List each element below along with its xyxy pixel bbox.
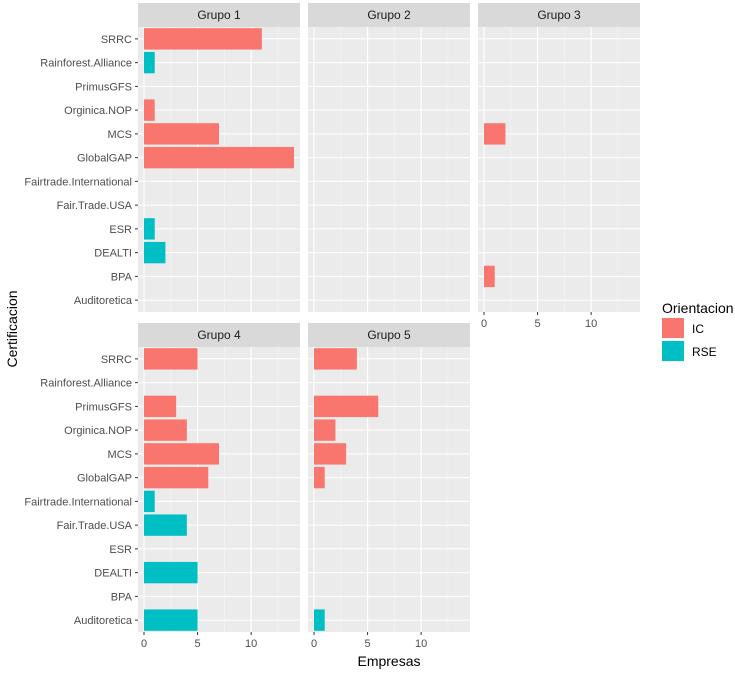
y-tick-label: Fairtrade.International bbox=[24, 176, 132, 188]
x-axis-title: Empresas bbox=[357, 653, 420, 669]
bar-mcs-ic bbox=[484, 123, 506, 145]
y-tick-label: BPA bbox=[111, 271, 133, 283]
y-tick-label: Fairtrade.International bbox=[24, 496, 132, 508]
y-tick-label: GlobalGAP bbox=[77, 153, 132, 165]
x-tick-label: 0 bbox=[481, 318, 487, 330]
bar-globalgap-ic bbox=[144, 146, 294, 169]
y-tick-label: Fair.Trade.USA bbox=[57, 200, 133, 212]
bar-srrc-ic bbox=[144, 28, 262, 50]
y-tick-label: Auditoretica bbox=[74, 295, 133, 307]
x-tick-label: 10 bbox=[585, 318, 597, 330]
legend-title: Orientacion bbox=[662, 300, 734, 316]
y-tick-label: DEALTI bbox=[94, 248, 132, 260]
panel-background bbox=[308, 347, 470, 632]
y-tick-label: Orginica.NOP bbox=[64, 105, 132, 117]
axes-layer: SRRC Rainforest.Alliance PrimusGFS Orginica… bbox=[24, 34, 597, 650]
bar-dealti-rse bbox=[144, 241, 166, 264]
bar-primusgfs-ic bbox=[144, 395, 177, 418]
y-tick-label: GlobalGAP bbox=[77, 473, 132, 485]
y-tick-label: Fair.Trade.USA bbox=[57, 520, 133, 532]
bar-globalgap-ic bbox=[314, 466, 325, 489]
panel-1: Grupo 1 bbox=[138, 3, 300, 312]
panel-title: Grupo 3 bbox=[537, 8, 581, 22]
bar-mcs-ic bbox=[144, 123, 219, 145]
panels-layer: Grupo 1 Grupo 2 Grupo 3 Grupo 4 Grupo 5 bbox=[138, 3, 640, 632]
x-tick-label: 5 bbox=[195, 638, 201, 650]
panel-title: Grupo 4 bbox=[197, 328, 241, 342]
panel-strip bbox=[138, 323, 300, 347]
panel-background bbox=[308, 27, 470, 312]
panel-background bbox=[138, 27, 300, 312]
y-tick-label: MCS bbox=[108, 129, 132, 141]
bar-mcs-ic bbox=[144, 443, 219, 465]
y-tick-label: ESR bbox=[109, 544, 132, 556]
bar-bpa-ic bbox=[484, 265, 495, 288]
bar-fair-trade-usa-rse bbox=[144, 514, 187, 536]
y-tick-label: PrimusGFS bbox=[75, 81, 132, 93]
x-tick-label: 0 bbox=[311, 638, 317, 650]
bar-dealti-rse bbox=[144, 561, 198, 584]
y-tick-label: SRRC bbox=[101, 354, 132, 366]
y-axis-title: Certificacion bbox=[4, 290, 20, 367]
bar-orginica-nop-ic bbox=[144, 99, 155, 121]
bar-rainforest-alliance-rse bbox=[144, 51, 155, 74]
y-tick-label: Orginica.NOP bbox=[64, 425, 132, 437]
legend-label-rse: RSE bbox=[692, 345, 717, 359]
bar-globalgap-ic bbox=[144, 466, 209, 489]
y-tick-label: Auditoretica bbox=[74, 615, 133, 627]
panel-title: Grupo 2 bbox=[367, 8, 411, 22]
y-tick-label: DEALTI bbox=[94, 568, 132, 580]
panel-strip bbox=[478, 3, 640, 27]
bar-orginica-nop-ic bbox=[144, 419, 187, 441]
panel-3: Grupo 3 bbox=[478, 3, 640, 312]
bar-srrc-ic bbox=[314, 348, 357, 370]
bar-fairtrade-international-rse bbox=[144, 490, 155, 513]
legend: Orientacion IC RSE bbox=[662, 300, 734, 361]
y-tick-label: MCS bbox=[108, 449, 132, 461]
y-tick-label: ESR bbox=[109, 224, 132, 236]
bar-mcs-ic bbox=[314, 443, 347, 465]
panel-5: Grupo 5 bbox=[308, 323, 470, 632]
panel-background bbox=[478, 27, 640, 312]
panel-strip bbox=[138, 3, 300, 27]
bar-primusgfs-ic bbox=[314, 395, 379, 418]
y-tick-label: SRRC bbox=[101, 34, 132, 46]
legend-key-rse bbox=[662, 341, 684, 361]
x-tick-label: 10 bbox=[245, 638, 257, 650]
panel-4: Grupo 4 bbox=[138, 323, 300, 632]
x-tick-label: 0 bbox=[141, 638, 147, 650]
y-tick-label: Rainforest.Alliance bbox=[40, 378, 132, 390]
y-tick-label: BPA bbox=[111, 591, 133, 603]
x-tick-label: 5 bbox=[365, 638, 371, 650]
bar-srrc-ic bbox=[144, 348, 198, 370]
legend-key-ic bbox=[662, 318, 684, 338]
bar-orginica-nop-ic bbox=[314, 419, 336, 441]
x-tick-label: 5 bbox=[535, 318, 541, 330]
panel-strip bbox=[308, 3, 470, 27]
panel-2: Grupo 2 bbox=[308, 3, 470, 312]
panel-strip bbox=[308, 323, 470, 347]
bar-auditoretica-rse bbox=[144, 609, 198, 631]
panel-title: Grupo 1 bbox=[197, 8, 241, 22]
legend-label-ic: IC bbox=[692, 322, 704, 336]
panel-background bbox=[138, 347, 300, 632]
y-tick-label: PrimusGFS bbox=[75, 401, 132, 413]
y-tick-label: Rainforest.Alliance bbox=[40, 58, 132, 70]
bar-esr-rse bbox=[144, 218, 155, 240]
panel-title: Grupo 5 bbox=[367, 328, 411, 342]
x-tick-label: 10 bbox=[415, 638, 427, 650]
bar-auditoretica-rse bbox=[314, 609, 325, 631]
